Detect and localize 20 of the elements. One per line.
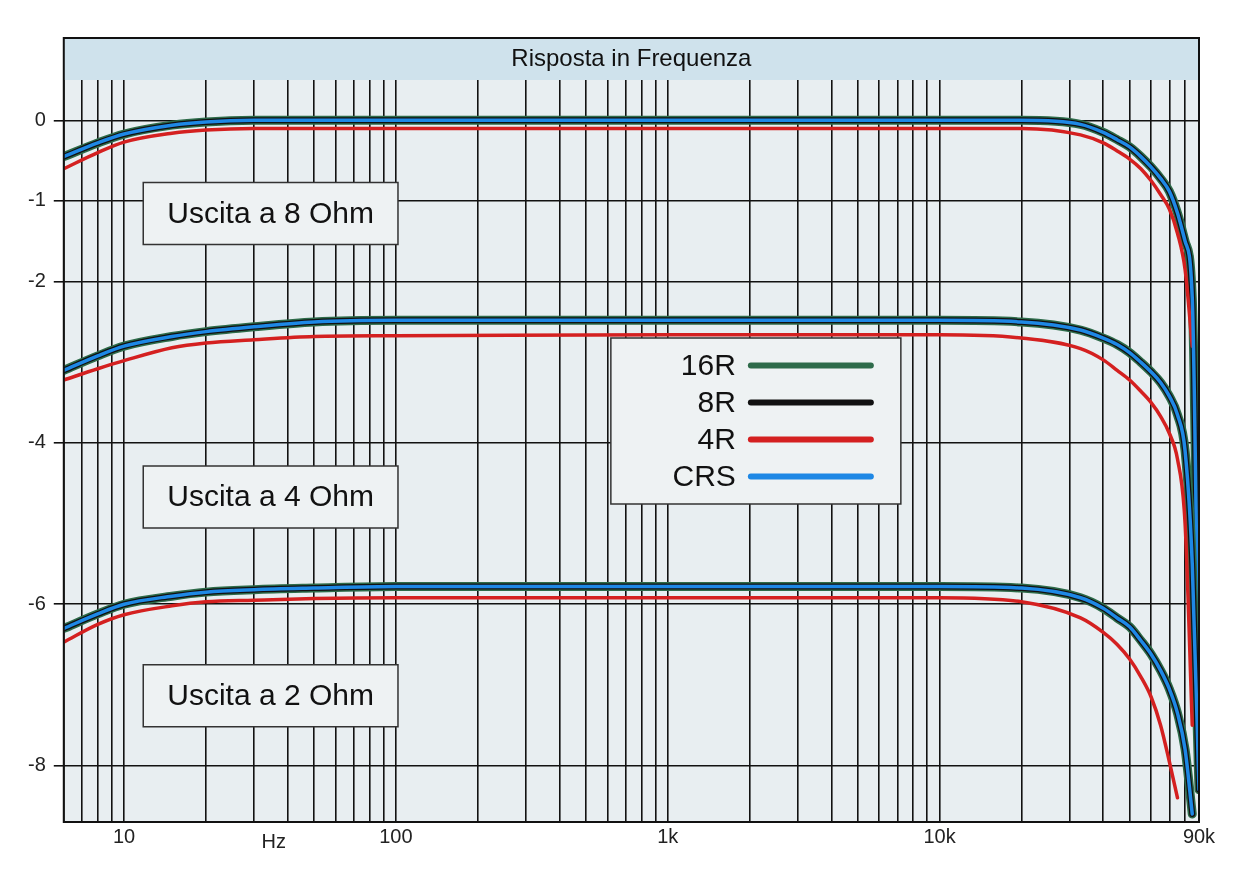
y-tick-label: -4 — [27, 430, 46, 453]
annotation: Uscita a 4 Ohm — [167, 479, 374, 513]
y-tick-label: -1 — [27, 188, 46, 211]
annotation: Uscita a 2 Ohm — [167, 678, 374, 712]
y-tick-label: 0 — [34, 107, 46, 130]
x-tick-label: 1k — [657, 824, 680, 847]
y-tick-label: -8 — [27, 753, 46, 776]
chart-title: Risposta in Frequenza — [511, 43, 753, 71]
x-tick-label: 100 — [379, 824, 413, 847]
x-tick-label: 10k — [923, 824, 957, 847]
legend-label: CRS — [672, 458, 736, 492]
y-tick-label: -2 — [27, 269, 46, 292]
legend-label: 4R — [697, 421, 736, 455]
x-axis-title: Hz — [261, 829, 287, 852]
legend-label: 16R — [680, 347, 736, 381]
x-tick-label: 90k — [1182, 824, 1217, 847]
annotation: Uscita a 8 Ohm — [167, 195, 374, 229]
legend-label: 8R — [697, 384, 736, 418]
x-tick-label: 10 — [112, 824, 136, 847]
y-tick-label: -6 — [27, 591, 46, 614]
